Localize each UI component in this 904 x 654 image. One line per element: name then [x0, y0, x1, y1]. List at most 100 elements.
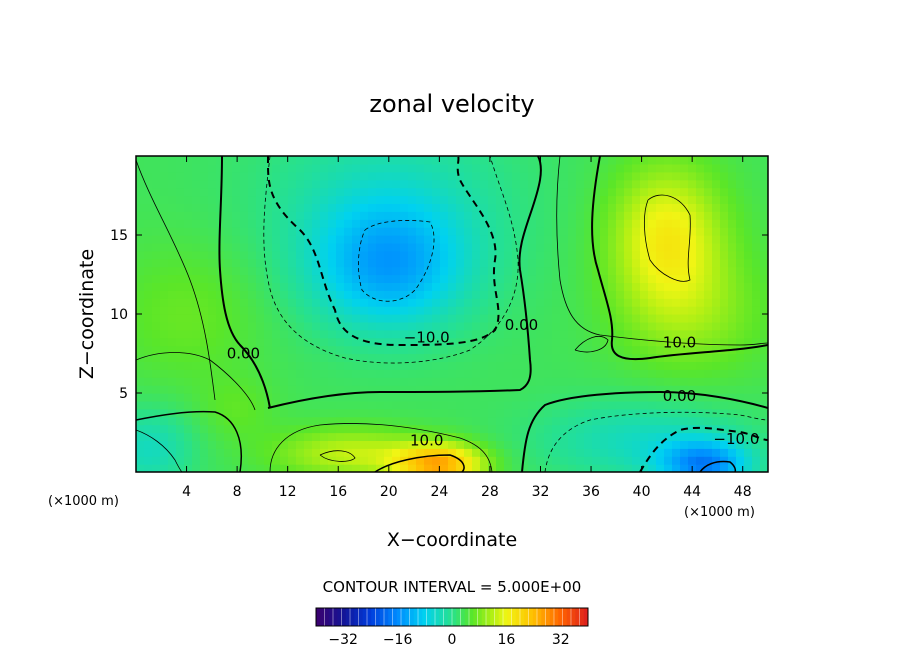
heatmap-cell [560, 440, 569, 449]
heatmap-cell [544, 369, 553, 378]
heatmap-cell [264, 400, 273, 410]
heatmap-cell [704, 274, 713, 283]
heatmap-cell [248, 377, 257, 386]
heatmap-cell [552, 385, 561, 394]
heatmap-cell [576, 424, 585, 434]
colorbar-swatch [524, 608, 529, 626]
heatmap-cell [416, 187, 425, 197]
heatmap-cell [248, 408, 257, 418]
heatmap-cell [440, 408, 449, 418]
heatmap-cell [240, 314, 249, 323]
heatmap-cell [504, 203, 513, 212]
heatmap-cell [720, 219, 729, 228]
heatmap-cell [416, 195, 425, 204]
heatmap-cell [648, 385, 657, 394]
heatmap-cell [272, 195, 281, 204]
heatmap-cell [200, 266, 209, 276]
heatmap-cell [672, 179, 681, 189]
heatmap-cell [136, 432, 145, 441]
heatmap-cell [504, 242, 513, 252]
heatmap-cell [288, 314, 297, 323]
heatmap-cell [384, 345, 393, 355]
heatmap-cell [376, 400, 385, 410]
heatmap-cell [288, 385, 297, 394]
heatmap-cell [536, 456, 545, 465]
heatmap-cell [656, 274, 665, 283]
heatmap-cell [264, 321, 273, 331]
heatmap-cell [704, 227, 713, 236]
heatmap-cell [576, 353, 585, 362]
heatmap-cell [688, 400, 697, 410]
heatmap-cell [320, 211, 329, 220]
heatmap-cell [480, 369, 489, 378]
heatmap-cell [360, 424, 369, 434]
heatmap-cell [720, 377, 729, 386]
heatmap-cell [696, 400, 705, 410]
heatmap-cell [744, 329, 753, 339]
heatmap-cell [568, 179, 577, 189]
heatmap-cell [760, 282, 768, 291]
heatmap-cell [336, 250, 345, 260]
heatmap-cell [456, 306, 465, 315]
heatmap-cell [272, 282, 281, 291]
heatmap-cell [536, 298, 545, 307]
heatmap-cell [760, 345, 768, 355]
heatmap-cell [592, 345, 601, 355]
heatmap-cell [728, 448, 737, 457]
contour-thin-14 [574, 336, 609, 353]
heatmap-cell [168, 369, 177, 378]
heatmap-cell [728, 242, 737, 252]
heatmap-cell [336, 448, 345, 457]
heatmap-cell [232, 369, 241, 378]
heatmap-cell [552, 369, 561, 378]
heatmap-cell [600, 440, 609, 449]
heatmap-cell [320, 171, 329, 181]
heatmap-cell [328, 211, 337, 220]
heatmap-cell [424, 250, 433, 260]
heatmap-cell [576, 400, 585, 410]
heatmap-cell [456, 290, 465, 299]
contour-thin-1 [263, 156, 519, 364]
heatmap-cell [176, 400, 185, 410]
heatmap-cell [728, 219, 737, 228]
heatmap-cell [736, 353, 745, 362]
heatmap-cell [248, 211, 257, 220]
heatmap-cell [600, 393, 609, 402]
heatmap-cell [472, 203, 481, 212]
contour-label: 10.0 [663, 333, 696, 351]
heatmap-cell [216, 464, 225, 472]
heatmap-cell [616, 393, 625, 402]
heatmap-cell [368, 385, 377, 394]
heatmap-cell [408, 424, 417, 434]
heatmap-cell [552, 274, 561, 283]
heatmap-cell [432, 156, 441, 165]
heatmap-cell [552, 337, 561, 347]
heatmap-cell [288, 203, 297, 212]
heatmap-cell [592, 321, 601, 331]
heatmap-cell [584, 227, 593, 236]
colorbar [315, 607, 589, 627]
heatmap-cell [256, 314, 265, 323]
heatmap-cell [712, 432, 721, 441]
heatmap-cell [448, 179, 457, 189]
heatmap-cell [176, 440, 185, 449]
heatmap-cell [248, 306, 257, 315]
heatmap-cell [744, 432, 753, 441]
heatmap-cell [240, 385, 249, 394]
heatmap-cell [432, 242, 441, 252]
heatmap-cell [440, 187, 449, 197]
heatmap-cell [600, 211, 609, 220]
heatmap-cell [656, 227, 665, 236]
heatmap-cell [424, 179, 433, 189]
heatmap-cell [600, 448, 609, 457]
heatmap-cell [272, 377, 281, 386]
heatmap-cell [720, 456, 729, 465]
heatmap-cell [584, 321, 593, 331]
heatmap-cell [624, 416, 633, 426]
heatmap-cell [288, 408, 297, 418]
heatmap-cell [344, 361, 353, 370]
heatmap-cell [144, 345, 153, 355]
heatmap-cell [208, 195, 217, 204]
heatmap-cell [672, 400, 681, 410]
heatmap-cell [392, 416, 401, 426]
